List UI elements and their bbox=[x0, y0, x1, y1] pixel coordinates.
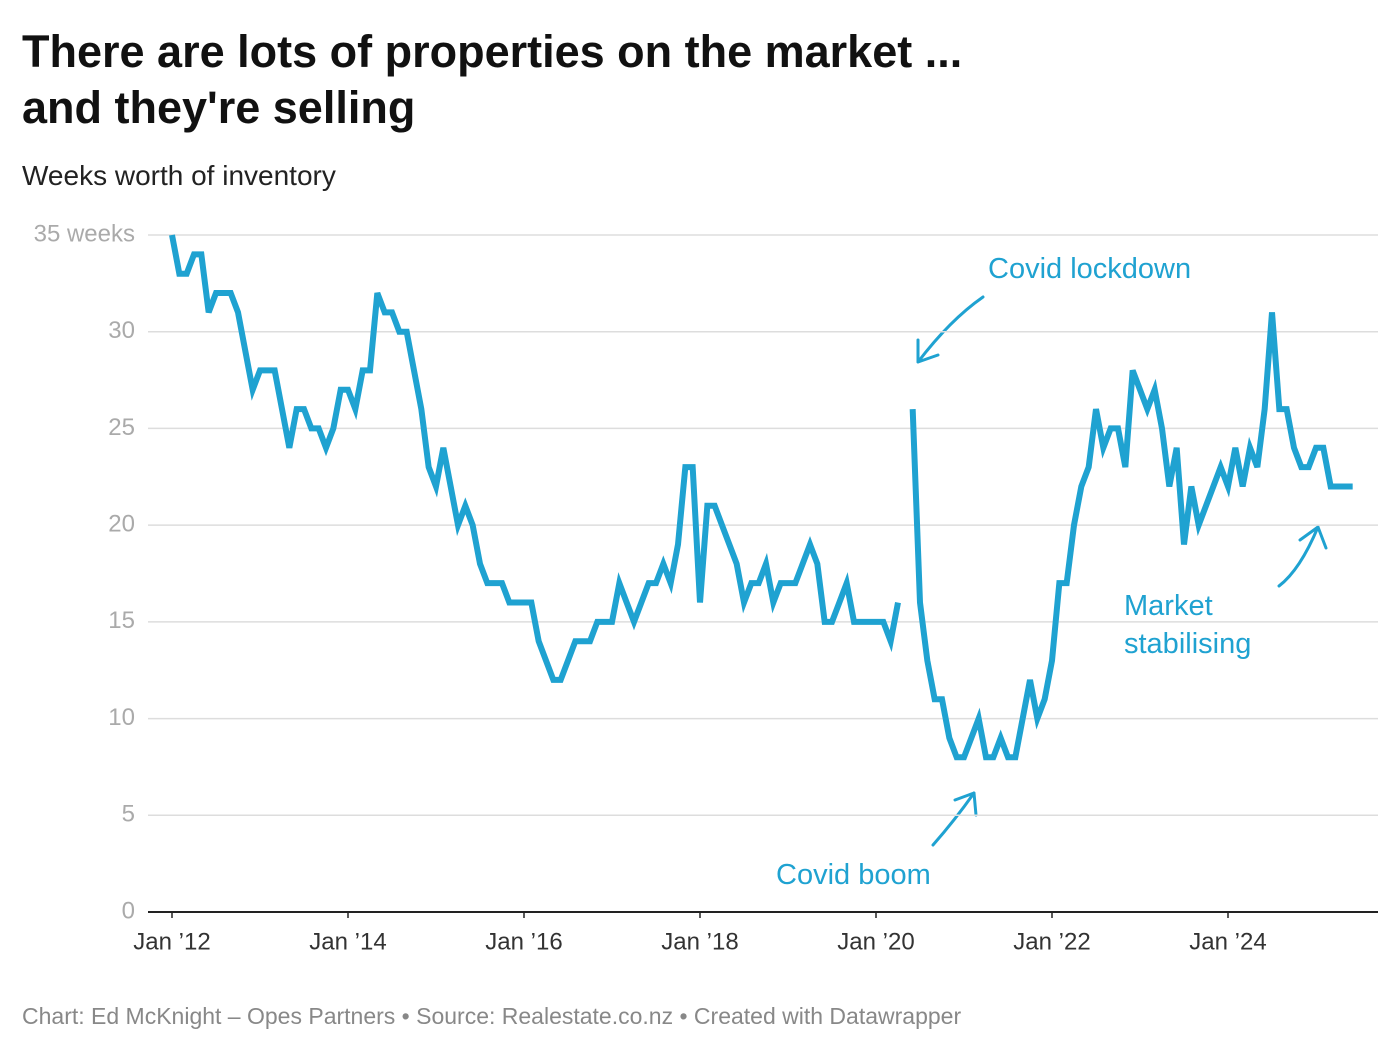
arrow bbox=[916, 295, 985, 364]
arrow bbox=[931, 791, 978, 847]
x-tick-label: Jan ’18 bbox=[661, 928, 738, 955]
chart-subtitle: Weeks worth of inventory bbox=[22, 160, 336, 191]
x-tick-label: Jan ’22 bbox=[1013, 928, 1090, 955]
y-tick-label: 35 weeks bbox=[34, 220, 135, 247]
data-line bbox=[169, 234, 1353, 761]
annotation: Market stabilising bbox=[1124, 590, 1252, 660]
annotation: Covid boom bbox=[776, 859, 931, 891]
x-tick-label: Jan ’14 bbox=[309, 928, 386, 955]
y-tick-label: 30 bbox=[108, 317, 135, 344]
x-tick-label: Jan ’12 bbox=[133, 928, 210, 955]
chart-source: Chart: Ed McKnight – Opes Partners • Sou… bbox=[22, 1003, 962, 1029]
y-tick-label: 0 bbox=[122, 897, 135, 924]
y-tick-label: 5 bbox=[122, 801, 135, 828]
chart-title: There are lots of properties on the mark… bbox=[22, 26, 963, 133]
y-tick-label: 10 bbox=[108, 704, 135, 731]
y-tick-label: 20 bbox=[108, 510, 135, 537]
x-tick-label: Jan ’24 bbox=[1189, 928, 1266, 955]
y-tick-label: 25 bbox=[108, 414, 135, 441]
arrow bbox=[1277, 525, 1328, 588]
x-tick-label: Jan ’16 bbox=[485, 928, 562, 955]
x-tick-label: Jan ’20 bbox=[837, 928, 914, 955]
annotation: Covid lockdown bbox=[988, 253, 1192, 285]
y-tick-label: 15 bbox=[108, 607, 135, 634]
chart: 0 5 10 15 20 25 30 35 weeks Jan ’12 Jan ’14 Jan ’1… bbox=[34, 220, 1378, 955]
